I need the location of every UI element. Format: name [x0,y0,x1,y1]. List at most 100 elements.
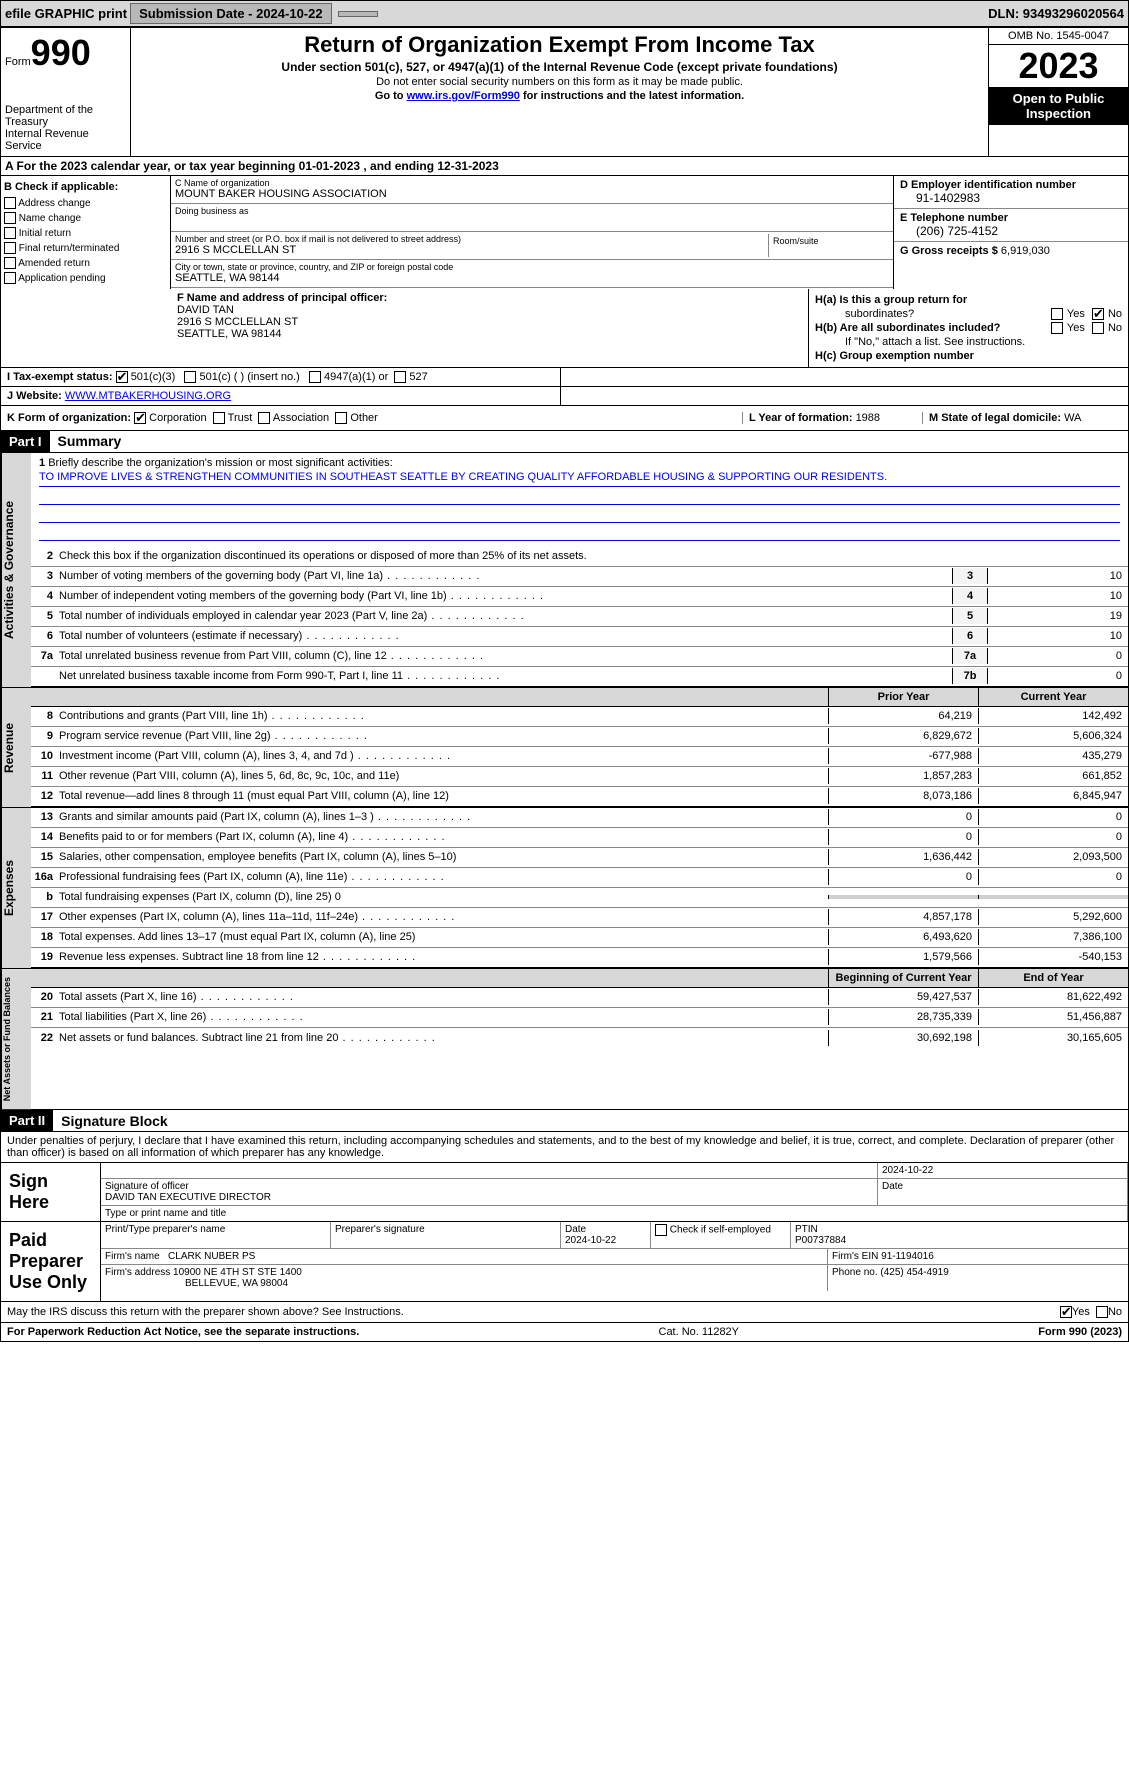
l14-text: Benefits paid to or for members (Part IX… [59,829,828,845]
l17-current: 5,292,600 [978,909,1128,925]
efile-label: efile GRAPHIC print [5,6,127,21]
lbl-address-change: Address change [18,198,90,209]
l4-text: Number of independent voting members of … [59,588,952,604]
l1-value: TO IMPROVE LIVES & STRENGTHEN COMMUNITIE… [39,471,1120,487]
officer-name: DAVID TAN [177,304,802,316]
firm-ein-label: Firm's EIN [832,1251,881,1262]
cb-501c[interactable] [184,371,196,383]
l9-text: Program service revenue (Part VIII, line… [59,728,828,744]
part1-header: Part I Summary [0,431,1129,453]
l2-text: Check this box if the organization disco… [59,550,587,562]
hb-label: H(b) Are all subordinates included? [815,322,1000,334]
l20-text: Total assets (Part X, line 16) [59,989,828,1005]
cb-ha-yes[interactable] [1051,308,1063,320]
cb-527[interactable] [394,371,406,383]
cb-final-return[interactable] [4,242,16,254]
l19-prior: 1,579,566 [828,949,978,965]
l16b-text: Total fundraising expenses (Part IX, col… [59,889,828,905]
cb-assoc[interactable] [258,412,270,424]
row-klm: K Form of organization: Corporation Trus… [0,406,1129,431]
officer-addr1: 2916 S MCCLELLAN ST [177,316,802,328]
cb-self-employed[interactable] [655,1224,667,1236]
ptin-label: PTIN [795,1224,818,1235]
cb-other[interactable] [335,412,347,424]
top-bar: efile GRAPHIC print Submission Date - 20… [0,0,1129,27]
cb-trust[interactable] [213,412,225,424]
goto-prefix: Go to [375,90,407,102]
box-c: C Name of organization MOUNT BAKER HOUSI… [171,176,893,289]
cb-discuss-yes[interactable] [1060,1306,1072,1318]
form990-link[interactable]: www.irs.gov/Form990 [407,90,520,102]
l3-text: Number of voting members of the governin… [59,568,952,584]
line-1: 1 Briefly describe the organization's mi… [31,453,1128,547]
cb-hb-no[interactable] [1092,322,1104,334]
l6-text: Total number of volunteers (estimate if … [59,628,952,644]
lbl-527: 527 [409,371,427,383]
l4-value: 10 [988,588,1128,604]
l9-current: 5,606,324 [978,728,1128,744]
l21-prior: 28,735,339 [828,1009,978,1025]
cb-amended-return[interactable] [4,257,16,269]
l18-prior: 6,493,620 [828,929,978,945]
cb-501c3[interactable] [116,371,128,383]
sig-date: 2024-10-22 [878,1163,1128,1178]
org-name-label: C Name of organization [175,178,889,188]
website-link[interactable]: WWW.MTBAKERHOUSING.ORG [65,390,231,402]
part1-title: Summary [50,433,122,449]
org-name: MOUNT BAKER HOUSING ASSOCIATION [175,188,889,200]
box-f: F Name and address of principal officer:… [171,289,808,367]
officer-name-title: DAVID TAN EXECUTIVE DIRECTOR [105,1192,873,1203]
tax-status-label: I Tax-exempt status: [7,371,113,383]
dept-treasury: Department of the Treasury [5,104,126,128]
blank-button[interactable] [338,11,378,17]
l1-blank3 [39,525,1120,541]
dln-label: DLN: 93493296020564 [988,6,1124,21]
cb-initial-return[interactable] [4,227,16,239]
l5-text: Total number of individuals employed in … [59,608,952,624]
revenue-section: Revenue Prior YearCurrent Year 8Contribu… [0,688,1129,808]
firm-phone-label: Phone no. [832,1267,880,1278]
l16b-prior [828,895,978,899]
domicile-label: M State of legal domicile: [929,412,1064,424]
l8-current: 142,492 [978,708,1128,724]
irs-label: Internal Revenue Service [5,128,126,152]
l21-text: Total liabilities (Part X, line 26) [59,1009,828,1025]
cb-discuss-no[interactable] [1096,1306,1108,1318]
ein-value: 91-1402983 [900,191,1122,205]
l8-prior: 64,219 [828,708,978,724]
cb-address-change[interactable] [4,197,16,209]
prep-date-label: Date [565,1224,586,1235]
lbl-name-change: Name change [19,213,81,224]
website-label: J Website: [7,390,65,402]
row-j: J Website: WWW.MTBAKERHOUSING.ORG [0,387,1129,406]
submission-date-button[interactable]: Submission Date - 2024-10-22 [130,3,332,24]
lbl-other: Other [350,412,378,424]
l18-current: 7,386,100 [978,929,1128,945]
firm-ein: 91-1194016 [881,1251,934,1262]
cb-4947[interactable] [309,371,321,383]
l19-text: Revenue less expenses. Subtract line 18 … [59,949,828,965]
cb-name-change[interactable] [4,212,16,224]
gross-value: 6,919,030 [1001,245,1050,257]
cb-corp[interactable] [134,412,146,424]
l1-blank2 [39,507,1120,523]
form-header: Form990 Department of the Treasury Inter… [0,27,1129,157]
goto-tail: for instructions and the latest informat… [520,90,744,102]
l10-text: Investment income (Part VIII, column (A)… [59,748,828,764]
hc-label: H(c) Group exemption number [815,350,974,362]
street-label: Number and street (or P.O. box if mail i… [175,234,768,244]
cb-ha-no[interactable] [1092,308,1104,320]
sign-here-label: Sign Here [1,1163,101,1221]
sig-officer-label: Signature of officer [105,1181,873,1192]
cb-hb-yes[interactable] [1051,322,1063,334]
l20-current: 81,622,492 [978,989,1128,1005]
tax-year: 2023 [989,45,1128,87]
l1-blank1 [39,489,1120,505]
ha-sub: subordinates? [815,308,914,320]
box-b-label: B Check if applicable: [4,179,167,196]
phone-value: (206) 725-4152 [900,224,1122,238]
activities-governance-section: Activities & Governance 1 Briefly descri… [0,453,1129,688]
lbl-501c3: 501(c)(3) [131,371,176,383]
cb-app-pending[interactable] [4,272,16,284]
form-no: 990 [31,32,91,73]
